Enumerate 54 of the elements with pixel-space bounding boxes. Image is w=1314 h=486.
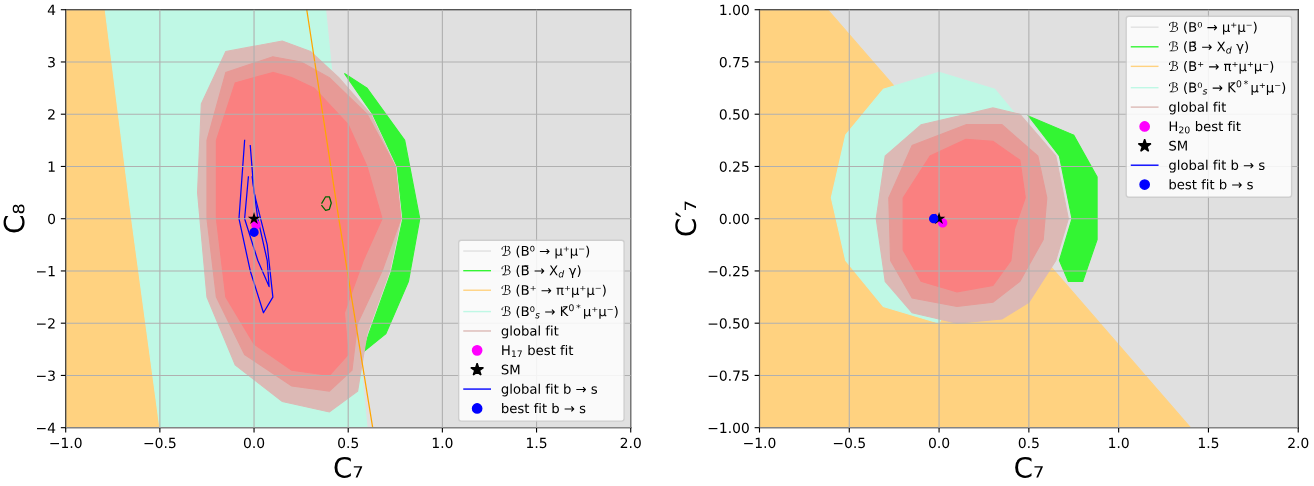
x-tick-label: −0.5 xyxy=(833,437,865,449)
x-axis-title: C₇ xyxy=(1015,456,1043,478)
y-tick-label: 0.75 xyxy=(719,56,749,68)
y-tick-label: −0.75 xyxy=(708,370,749,381)
x-tick-label: 1.5 xyxy=(527,437,547,449)
x-tick-label: 2.0 xyxy=(1288,437,1309,449)
y-tick-label: −3 xyxy=(36,370,55,381)
y-tick-label: −2 xyxy=(36,318,55,329)
x-tick-label: 1.0 xyxy=(432,437,453,449)
legend-label: ℬ (B⁰ → μ⁺μ⁻) xyxy=(1168,21,1257,35)
y-tick-label: 0 xyxy=(48,213,56,225)
legend-label: H$_{17}$ best fit xyxy=(502,344,574,358)
y-tick-label: −1.00 xyxy=(708,422,749,434)
y-tick-label: 0.00 xyxy=(719,213,749,225)
x-tick-label: −1.0 xyxy=(50,437,82,449)
y-tick-label: 0.25 xyxy=(719,161,749,172)
x-tick-label: 0.0 xyxy=(243,437,265,449)
legend-label: SM xyxy=(501,364,520,375)
legend-label: SM xyxy=(1169,140,1187,151)
y-tick-label: −4 xyxy=(36,422,56,433)
y-tick-label: 2 xyxy=(48,109,55,120)
y-tick-label: 0.50 xyxy=(719,109,749,120)
legend-label: ℬ (B̄ → X$_{d}$ γ) xyxy=(501,265,581,278)
x-tick-label: 2.0 xyxy=(620,437,641,449)
y-tick-label: 1 xyxy=(48,161,55,172)
legend-label: global fit xyxy=(501,325,559,339)
x-axis-title: C₇ xyxy=(334,456,363,478)
legend-label: global fit xyxy=(1169,101,1226,115)
legend-label: global fit b → s xyxy=(1169,159,1265,173)
legend-label: ℬ (B⁰$_{s}$ → K̄$^{0*}$μ⁺μ⁻) xyxy=(1168,80,1286,95)
y-tick-label: 4 xyxy=(47,4,56,15)
legend-label: ℬ (B⁰ → μ⁺μ⁻) xyxy=(501,245,590,259)
x-tick-label: 0.0 xyxy=(928,437,950,449)
legend-label: H$_{20}$ best fit xyxy=(1169,121,1241,134)
legend-label: ℬ (B̄ → X$_{d}$ γ) xyxy=(1168,41,1249,55)
legend-label: ℬ (B⁰$_{s}$ → K̄$^{0*}$μ⁺μ⁻) xyxy=(501,304,618,319)
x-tick-label: 1.5 xyxy=(1198,437,1219,449)
y-tick-label: −0.50 xyxy=(708,318,749,329)
legend-label: best fit b → s xyxy=(502,403,586,414)
x-tick-label: −1.0 xyxy=(744,437,776,449)
x-tick-label: 0.5 xyxy=(1018,437,1039,449)
legend-label: global fit b → s xyxy=(501,383,598,397)
y-axis-title: C′₇ xyxy=(675,201,697,236)
y-tick-label: 3 xyxy=(48,56,55,68)
y-tick-label: −0.25 xyxy=(708,265,749,277)
y-axis-title: C₈ xyxy=(3,204,25,233)
y-tick-label: −1 xyxy=(36,266,55,277)
legend-label: ℬ (B⁺ → π⁺μ⁺μ⁻) xyxy=(501,284,606,298)
legend-label: ℬ (B⁺ → π⁺μ⁺μ⁻) xyxy=(1168,60,1274,74)
legend-label: best fit b → s xyxy=(1169,179,1253,190)
x-tick-label: 0.5 xyxy=(338,437,359,449)
y-tick-label: 1.00 xyxy=(720,4,749,16)
x-tick-label: −0.5 xyxy=(144,437,176,449)
x-tick-label: 1.0 xyxy=(1109,437,1129,449)
